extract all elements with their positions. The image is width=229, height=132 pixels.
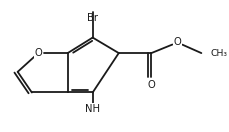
Text: NH: NH (85, 104, 100, 114)
Text: CH₃: CH₃ (209, 49, 226, 58)
Text: O: O (34, 48, 42, 58)
Text: O: O (147, 80, 155, 90)
Text: Br: Br (87, 13, 98, 23)
Text: O: O (173, 37, 180, 48)
